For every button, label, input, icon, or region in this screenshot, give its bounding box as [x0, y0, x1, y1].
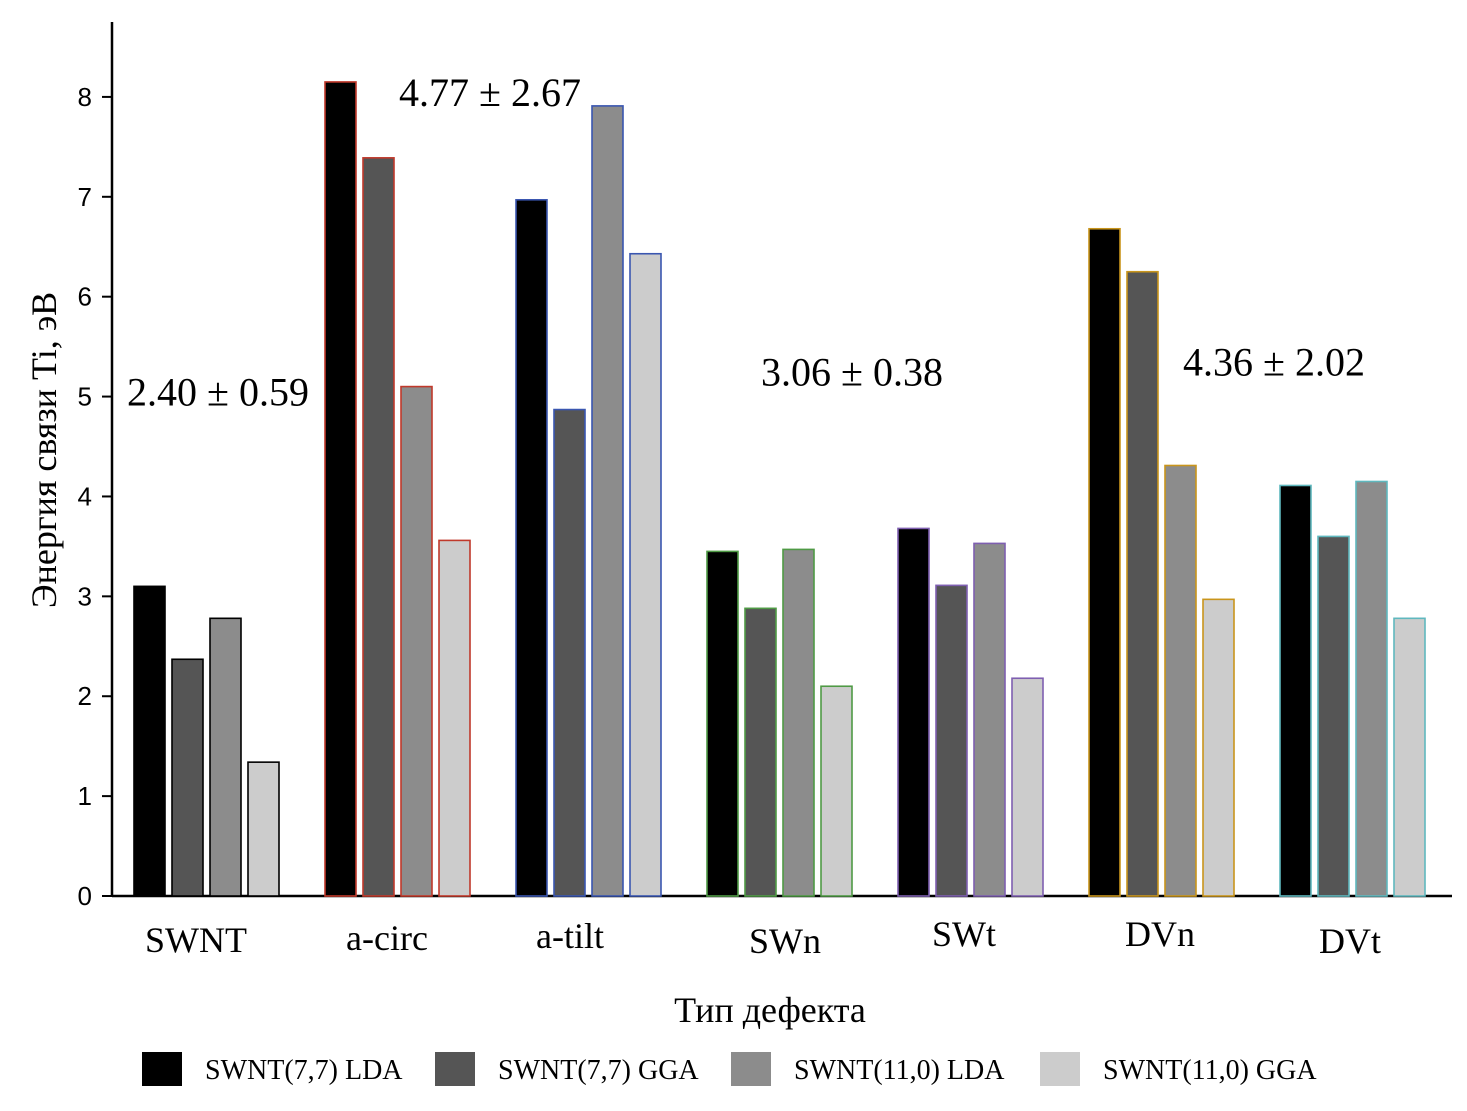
legend-swatch	[1040, 1052, 1080, 1086]
y-tick-label: 0	[78, 881, 92, 911]
bar-SWt-series-4	[1011, 677, 1044, 897]
bar-SWt-series-3	[973, 542, 1006, 897]
legend-item: SWNT(7,7) GGA	[435, 1052, 699, 1086]
bar-SWn-series-3	[782, 548, 815, 897]
bar-a-tilt-series-4	[629, 252, 662, 897]
x-tick-label: DVt	[1319, 921, 1381, 961]
bar-a-circ-series-2	[362, 157, 395, 897]
bar-SWt-series-1	[897, 527, 930, 897]
y-tick-label: 8	[78, 82, 92, 112]
bar-group-DVt	[1279, 480, 1426, 897]
legend-swatch	[731, 1052, 771, 1086]
bar-SWNT-series-3	[209, 617, 242, 897]
x-tick-label: a-circ	[346, 918, 428, 958]
category-labels: SWNT a-circ a-tilt SWn SWt DVn DVt	[145, 914, 1381, 961]
y-axis-title: Энергия связи Ti, эВ	[24, 292, 64, 608]
legend-item: SWNT(11,0) GGA	[1040, 1052, 1317, 1086]
bar-SWNT-series-2	[171, 658, 204, 897]
bars	[133, 81, 1426, 897]
legend-label: SWNT(11,0) GGA	[1103, 1055, 1317, 1086]
legend: SWNT(7,7) LDA SWNT(7,7) GGA SWNT(11,0) LDA…	[142, 1052, 1317, 1086]
x-axis-title: Тип дефекта	[674, 990, 866, 1030]
legend-label: SWNT(7,7) LDA	[205, 1055, 403, 1086]
x-tick-label: SWNT	[145, 920, 247, 960]
bar-a-tilt-series-3	[591, 105, 624, 897]
x-tick-label: a-tilt	[536, 916, 604, 956]
annotation-label: 4.36 ± 2.02	[1183, 340, 1365, 385]
x-tick-label: SWn	[749, 921, 821, 961]
annotation-label: 2.40 ± 0.59	[127, 370, 309, 415]
bar-DVt-series-2	[1317, 535, 1350, 897]
y-tick-label: 6	[78, 282, 92, 312]
x-tick-label: SWt	[932, 914, 996, 954]
bar-group-SWn	[706, 548, 853, 897]
annotations: 2.40 ± 0.59 4.77 ± 2.67 3.06 ± 0.38 4.36 ± …	[127, 70, 1365, 415]
bar-a-circ-series-1	[324, 81, 357, 897]
bar-group-DVn	[1088, 227, 1235, 897]
y-tick-label: 1	[78, 781, 92, 811]
y-ticks: 0 1 2 3 4 5 6 7 8	[78, 82, 112, 911]
annotation-label: 3.06 ± 0.38	[761, 350, 943, 395]
y-tick-label: 7	[78, 182, 92, 212]
legend-label: SWNT(11,0) LDA	[794, 1055, 1005, 1086]
bar-DVt-series-1	[1279, 484, 1312, 897]
bar-SWt-series-2	[935, 584, 968, 897]
y-tick-label: 2	[78, 681, 92, 711]
bar-group-a-tilt	[515, 105, 662, 897]
bar-a-circ-series-4	[438, 539, 471, 897]
bar-a-tilt-series-2	[553, 408, 586, 897]
bar-DVn-series-3	[1164, 464, 1197, 897]
y-tick-label: 4	[78, 481, 92, 511]
legend-swatch	[142, 1052, 182, 1086]
bar-SWn-series-1	[706, 550, 739, 897]
bar-a-tilt-series-1	[515, 198, 548, 897]
bar-a-circ-series-3	[400, 385, 433, 897]
bar-DVn-series-2	[1126, 270, 1159, 897]
annotation-label: 4.77 ± 2.67	[399, 70, 581, 115]
bar-group-SWNT	[133, 585, 280, 897]
y-tick-label: 5	[78, 382, 92, 412]
bar-group-a-circ	[324, 81, 471, 897]
bar-SWNT-series-1	[133, 585, 166, 897]
bar-SWn-series-2	[744, 607, 777, 897]
x-tick-label: DVn	[1125, 914, 1195, 954]
bar-DVn-series-4	[1202, 598, 1235, 897]
bar-DVt-series-3	[1355, 480, 1388, 897]
bar-DVn-series-1	[1088, 227, 1121, 897]
legend-item: SWNT(11,0) LDA	[731, 1052, 1005, 1086]
legend-swatch	[435, 1052, 475, 1086]
bar-SWNT-series-4	[247, 761, 280, 897]
bar-SWn-series-4	[820, 685, 853, 897]
legend-item: SWNT(7,7) LDA	[142, 1052, 403, 1086]
axes	[110, 22, 1452, 898]
legend-label: SWNT(7,7) GGA	[498, 1055, 699, 1086]
bar-DVt-series-4	[1393, 617, 1426, 897]
bar-group-SWt	[897, 527, 1044, 897]
y-tick-label: 3	[78, 581, 92, 611]
